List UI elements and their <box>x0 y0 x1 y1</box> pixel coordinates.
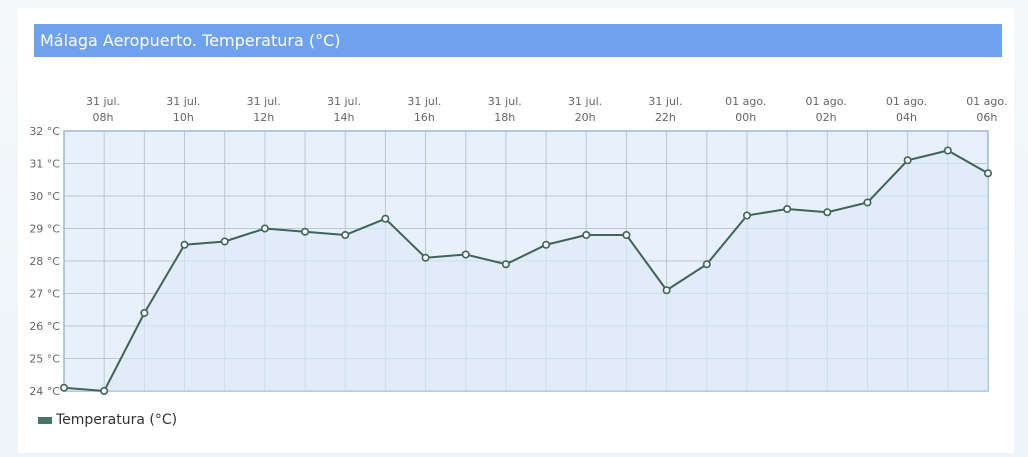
data-point <box>260 224 269 233</box>
data-point <box>180 240 189 249</box>
data-point <box>381 214 390 223</box>
x-tick-label-hour: 00h <box>735 111 756 124</box>
y-tick-label: 32 °C <box>29 125 60 138</box>
data-point <box>59 383 68 392</box>
x-tick-label-hour: 14h <box>334 111 355 124</box>
y-tick-label: 30 °C <box>29 190 60 203</box>
x-tick-label-hour: 10h <box>173 111 194 124</box>
x-tick-label-date: 01 ago. <box>806 95 847 108</box>
x-tick-label-hour: 08h <box>93 111 114 124</box>
data-point <box>582 231 591 240</box>
data-point <box>742 211 751 220</box>
data-point <box>100 386 109 395</box>
x-tick-label-date: 31 jul. <box>568 95 602 108</box>
x-tick-label-date: 31 jul. <box>407 95 441 108</box>
y-tick-label: 31 °C <box>29 158 60 171</box>
legend-swatch <box>38 416 52 424</box>
data-point <box>943 146 952 155</box>
series-area <box>64 150 988 391</box>
data-point <box>823 208 832 217</box>
series-line <box>63 149 989 393</box>
legend-label: Temperatura (°C) <box>56 412 178 428</box>
y-tick-label: 27 °C <box>29 288 60 301</box>
y-tick-label: 25 °C <box>29 353 60 366</box>
data-point <box>421 253 430 262</box>
legend[interactable]: Temperatura (°C) <box>38 412 177 428</box>
data-point <box>622 231 631 240</box>
data-point <box>662 286 671 295</box>
x-tick-label-hour: 12h <box>253 111 274 124</box>
x-tick-label-hour: 22h <box>655 111 676 124</box>
data-point <box>220 237 229 246</box>
y-tick-label: 29 °C <box>29 223 60 236</box>
x-tick-label-hour: 18h <box>494 111 515 124</box>
data-point <box>863 198 872 207</box>
x-tick-label-date: 31 jul. <box>648 95 682 108</box>
x-tick-label-hour: 20h <box>575 111 596 124</box>
x-tick-label-hour: 04h <box>896 111 917 124</box>
x-tick-label-date: 31 jul. <box>327 95 361 108</box>
x-tick-label-date: 31 jul. <box>247 95 281 108</box>
data-point <box>341 231 350 240</box>
y-tick-label: 24 °C <box>29 385 60 398</box>
data-point <box>140 308 149 317</box>
x-tick-label-date: 31 jul. <box>166 95 200 108</box>
data-point <box>301 227 310 236</box>
chart-title: Málaga Aeropuerto. Temperatura (°C) <box>34 24 1002 57</box>
x-tick-label-date: 31 jul. <box>488 95 522 108</box>
data-point <box>983 169 992 178</box>
x-tick-label-hour: 02h <box>816 111 837 124</box>
data-point <box>702 260 711 269</box>
x-tick-label-hour: 06h <box>976 111 997 124</box>
x-tick-label-date: 01 ago. <box>966 95 1007 108</box>
x-tick-label-date: 31 jul. <box>86 95 120 108</box>
data-point <box>783 205 792 214</box>
data-point <box>903 156 912 165</box>
data-point <box>542 240 551 249</box>
y-tick-label: 26 °C <box>29 320 60 333</box>
data-point <box>461 250 470 259</box>
y-tick-label: 28 °C <box>29 255 60 268</box>
data-point <box>501 260 510 269</box>
x-tick-label-hour: 16h <box>414 111 435 124</box>
x-tick-label-date: 01 ago. <box>725 95 766 108</box>
x-tick-label-date: 01 ago. <box>886 95 927 108</box>
